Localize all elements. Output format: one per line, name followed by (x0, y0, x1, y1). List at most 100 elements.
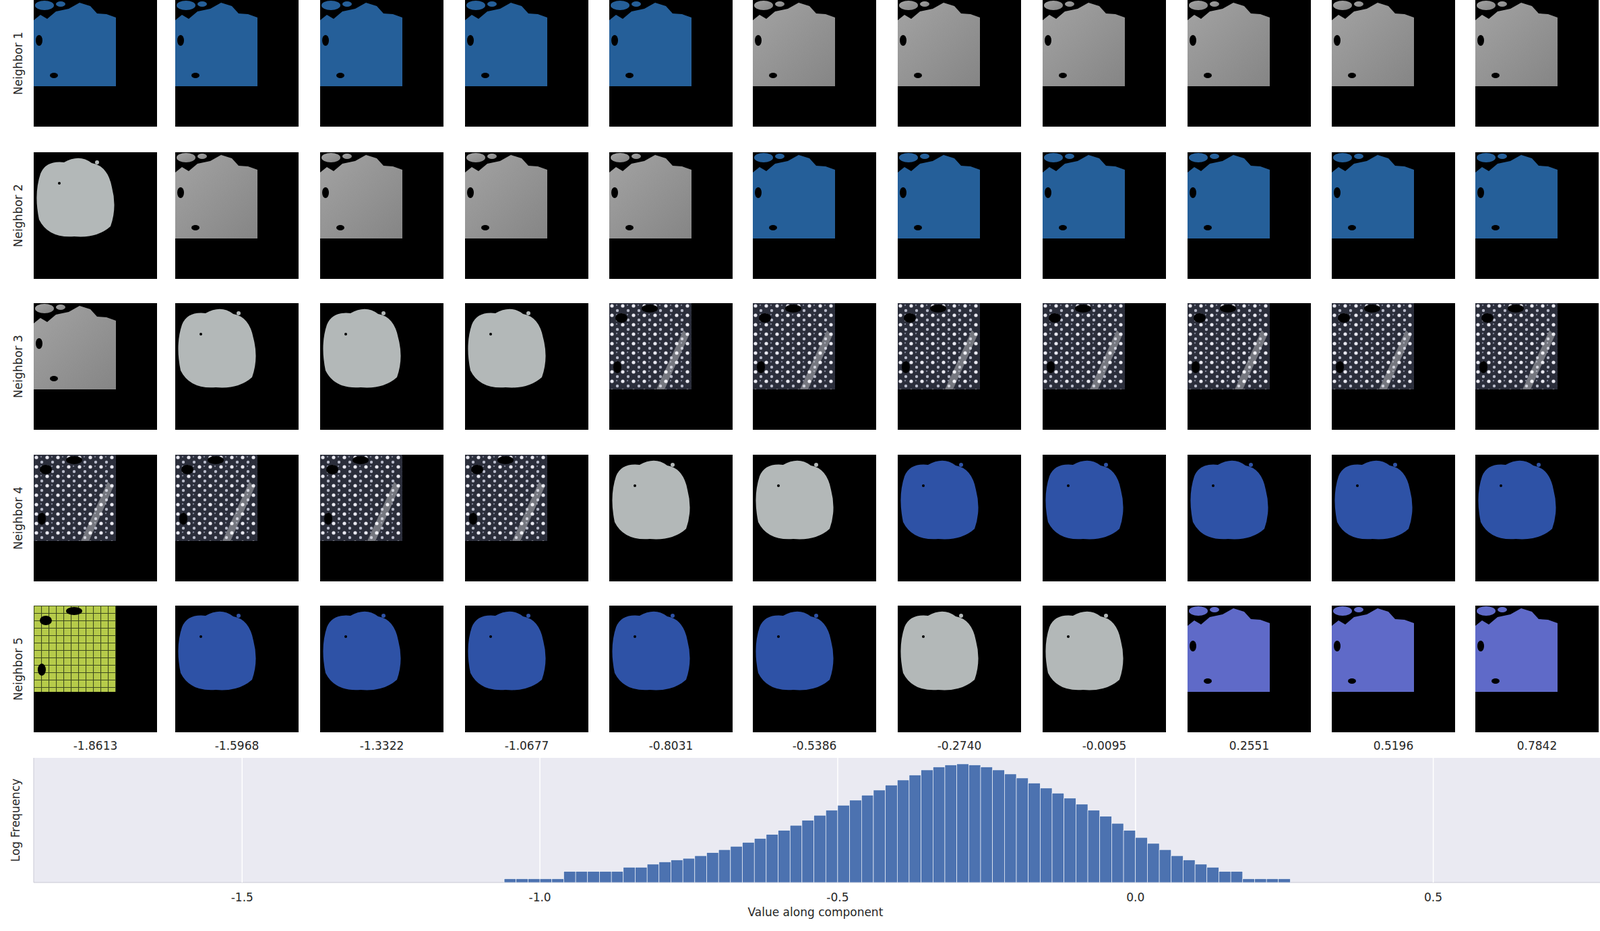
patch-blob (899, 0, 918, 11)
thumbnail (175, 454, 299, 582)
patch-hole (1477, 640, 1485, 652)
patch-hole (1333, 35, 1341, 46)
plot-background (33, 758, 1600, 883)
patch-hole (1347, 72, 1357, 79)
patch-highlight (1378, 330, 1412, 390)
patch-blob (1188, 0, 1208, 11)
patch-blob (1209, 1, 1220, 7)
patch-hole (1058, 72, 1067, 79)
thumbnail (1042, 303, 1166, 430)
thumbnail-bg (897, 605, 1022, 733)
patch-hole (1211, 484, 1215, 488)
histogram-bar (825, 810, 838, 883)
patch-blob (1043, 0, 1063, 11)
patch-hole (179, 512, 188, 526)
patch (900, 611, 978, 691)
patch-hole (1074, 304, 1092, 313)
patch-blob (775, 1, 785, 7)
patch-hole (177, 187, 184, 199)
histogram-bar (885, 785, 898, 883)
thumbnail-bg (33, 152, 158, 280)
histogram-bar (539, 878, 552, 883)
patch-blob (1476, 606, 1496, 617)
thumbnail (33, 605, 158, 733)
row-label: Neighbor 4 (11, 486, 25, 550)
histogram-bar (1052, 793, 1065, 883)
patch-hole (177, 35, 184, 46)
patch-blob (1333, 606, 1352, 617)
thumbnail (320, 0, 444, 127)
row-label: Neighbor 3 (11, 334, 25, 399)
thumbnail-bg (465, 454, 589, 582)
patch-hole (467, 187, 474, 199)
thumbnail (609, 605, 733, 733)
patch-blob (320, 155, 403, 239)
thumbnail-bg (320, 454, 444, 582)
thumbnail (1187, 454, 1311, 582)
patch (175, 454, 258, 542)
patch-texture (465, 454, 548, 542)
histogram-bar (1254, 878, 1267, 883)
patch-blob (321, 0, 341, 11)
thumbnail (33, 303, 158, 430)
histogram-bar (944, 764, 958, 883)
thumbnail (320, 152, 444, 280)
patch-blob (176, 0, 196, 11)
patch-blob (1103, 613, 1109, 619)
thumbnail (175, 152, 299, 280)
patch (1331, 0, 1414, 87)
patch (609, 152, 692, 239)
patch-blob (609, 155, 692, 239)
patch-blob (1103, 463, 1109, 468)
thumbnail (175, 303, 299, 430)
patch-blob (1334, 460, 1412, 540)
patch-hole (481, 72, 490, 79)
histogram-bar (634, 867, 648, 883)
patch-hole (489, 332, 492, 336)
thumbnail-bg (175, 454, 299, 582)
patch (1331, 606, 1414, 693)
patch-blob (320, 2, 403, 87)
patch-blob (177, 611, 256, 691)
patch-blob (55, 304, 66, 311)
thumbnail-bg (1187, 0, 1311, 127)
patch-hole (625, 225, 634, 231)
thumbnail-bg (465, 303, 589, 430)
thumbnail-bg (1475, 454, 1599, 582)
thumbnail (320, 454, 444, 582)
column-label: -0.0095 (1082, 739, 1127, 753)
patch-blob (33, 305, 116, 390)
patch-hole (758, 313, 772, 323)
thumbnail (897, 0, 1022, 127)
thumbnail-bg (33, 454, 158, 582)
histogram-bar (1016, 778, 1029, 883)
patch-blob (1354, 153, 1364, 160)
thumbnail-bg (1187, 605, 1311, 733)
thumbnail-bg (1187, 454, 1311, 582)
patch (33, 454, 116, 542)
histogram-bar (1099, 816, 1113, 883)
thumbnail-bg (1042, 605, 1166, 733)
thumbnail-bg (1475, 0, 1599, 127)
patch-hole (481, 225, 490, 231)
patch (320, 0, 403, 87)
thumbnail (752, 303, 877, 430)
patch-blob (755, 611, 834, 691)
patch-hole (756, 361, 765, 374)
patch-blob (526, 613, 531, 619)
patch-hole (352, 456, 369, 465)
histogram-bar (992, 770, 1005, 883)
thumbnail-bg (609, 303, 733, 430)
x-tick-label: 0.0 (1126, 890, 1145, 905)
histogram-bar (611, 872, 624, 883)
patch (1187, 0, 1270, 87)
column-label: -1.8613 (73, 739, 118, 753)
histogram-bar (647, 864, 660, 883)
patch-blob (1190, 460, 1268, 540)
histogram-bar (1135, 837, 1148, 883)
patch (1045, 460, 1123, 540)
patch-hole (913, 72, 922, 79)
patch-blob (1043, 152, 1063, 163)
histogram-bar (1194, 864, 1208, 883)
grid-line (1432, 758, 1435, 883)
